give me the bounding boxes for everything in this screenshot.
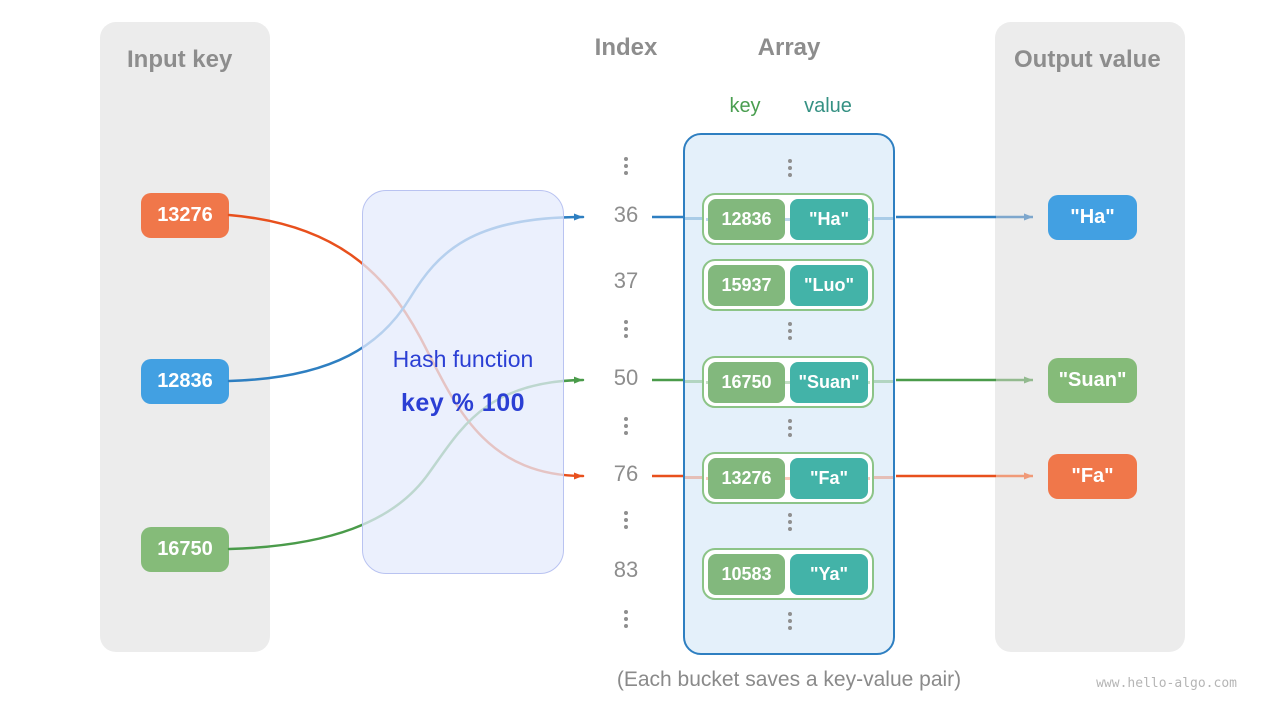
bucket-key-10583: 10583 bbox=[708, 553, 785, 595]
output-panel-title: Output value bbox=[1014, 46, 1161, 73]
output-value-suan: "Suan" bbox=[1048, 358, 1137, 403]
index-76: 76 bbox=[613, 461, 639, 486]
key-header: key bbox=[729, 95, 761, 117]
bucket-value-luo: "Luo" bbox=[790, 264, 868, 306]
array-column-title: Array bbox=[757, 34, 821, 61]
bucket-key-13276: 13276 bbox=[708, 457, 785, 499]
bucket-key-15937: 15937 bbox=[708, 264, 785, 306]
hash-function-label: Hash function bbox=[392, 346, 534, 372]
hash-function-formula: key % 100 bbox=[400, 389, 526, 417]
bucket-row-ha: 12836 "Ha" bbox=[702, 193, 874, 245]
index-37: 37 bbox=[613, 268, 639, 293]
index-column-title: Index bbox=[594, 34, 658, 61]
bucket-value-fa: "Fa" bbox=[790, 457, 868, 499]
input-key-13276: 13276 bbox=[141, 193, 229, 238]
bucket-key-12836: 12836 bbox=[708, 198, 785, 240]
array-ellipsis-top bbox=[786, 159, 794, 177]
index-50: 50 bbox=[613, 365, 639, 390]
bucket-suan-passline bbox=[706, 381, 870, 384]
bucket-fa-passline bbox=[706, 477, 870, 480]
bucket-value-ya: "Ya" bbox=[790, 553, 868, 595]
diagram-caption: (Each bucket saves a key-value pair) bbox=[616, 668, 962, 691]
bucket-ha-passline bbox=[706, 218, 870, 221]
array-ellipsis-4 bbox=[786, 513, 794, 531]
bucket-row-ya: 10583 "Ya" bbox=[702, 548, 874, 600]
index-ellipsis-3 bbox=[622, 417, 630, 435]
index-83: 83 bbox=[613, 557, 639, 582]
watermark-url: www.hello-algo.com bbox=[1096, 676, 1237, 691]
input-key-panel: Input key 13276 12836 16750 bbox=[100, 22, 270, 652]
array-container: 12836 "Ha" 15937 "Luo" 16750 "Suan" 1327… bbox=[683, 133, 895, 655]
input-key-16750: 16750 bbox=[141, 527, 229, 572]
output-value-ha: "Ha" bbox=[1048, 195, 1137, 240]
array-ellipsis-2 bbox=[786, 322, 794, 340]
output-value-panel: Output value "Ha" "Suan" "Fa" bbox=[995, 22, 1185, 652]
array-ellipsis-bottom bbox=[786, 612, 794, 630]
output-value-fa: "Fa" bbox=[1048, 454, 1137, 499]
input-key-12836: 12836 bbox=[141, 359, 229, 404]
index-ellipsis-4 bbox=[622, 511, 630, 529]
value-header: value bbox=[804, 95, 852, 117]
bucket-row-suan: 16750 "Suan" bbox=[702, 356, 874, 408]
bucket-value-ha: "Ha" bbox=[790, 198, 868, 240]
bucket-key-16750: 16750 bbox=[708, 361, 785, 403]
hash-function-box: Hash function key % 100 bbox=[362, 190, 564, 574]
array-ellipsis-3 bbox=[786, 419, 794, 437]
index-ellipsis-bottom bbox=[622, 610, 630, 628]
bucket-row-luo: 15937 "Luo" bbox=[702, 259, 874, 311]
index-36: 36 bbox=[613, 202, 639, 227]
index-ellipsis-2 bbox=[622, 320, 630, 338]
input-panel-title: Input key bbox=[127, 46, 233, 73]
bucket-value-suan: "Suan" bbox=[790, 361, 868, 403]
bucket-row-fa: 13276 "Fa" bbox=[702, 452, 874, 504]
index-ellipsis-top bbox=[622, 157, 630, 175]
